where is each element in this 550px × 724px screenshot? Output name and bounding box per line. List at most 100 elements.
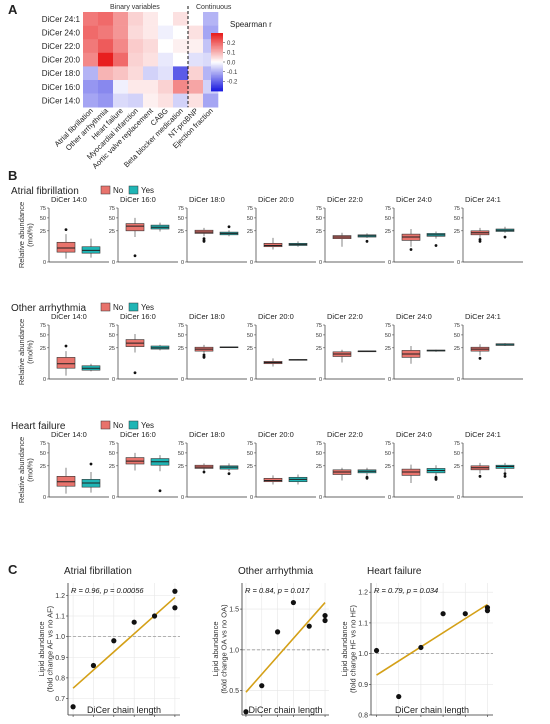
boxplot-y-tick-label: 50 <box>454 451 460 457</box>
scatter-plot-area <box>371 583 493 715</box>
boxplot-panel-title: DiCer 22:0 <box>327 430 363 439</box>
boxplot-y-tick-label: 75 <box>454 206 460 212</box>
boxplot-y-axis-label-line: Relative abundance <box>17 437 26 503</box>
boxplot-outlier-yes <box>365 239 369 243</box>
heatmap-legend-swatch <box>211 83 223 86</box>
heatmap-legend-swatch <box>211 59 223 61</box>
scatter-point <box>274 629 281 635</box>
boxplot-y-axis-label-line: (mol%) <box>26 458 35 482</box>
scatter-y-tick-label: 1.2 <box>55 593 65 600</box>
boxplot-outlier-yes <box>89 462 93 466</box>
heatmap-legend-swatch <box>211 40 223 43</box>
boxplot-y-tick-label: 25 <box>385 464 391 470</box>
boxplot-y-tick-label: 25 <box>316 346 322 352</box>
heatmap-cell <box>83 52 99 67</box>
boxplot-y-tick-label: 50 <box>454 216 460 222</box>
heatmap-cell <box>158 12 174 26</box>
heatmap-cell <box>113 66 129 81</box>
scatter-point <box>90 662 97 669</box>
heatmap-legend-swatch <box>211 63 223 66</box>
heatmap-row-label: DiCer 20:0 <box>42 56 81 65</box>
legend-label-no: No <box>113 303 124 312</box>
boxplot-y-tick-label: 0 <box>43 377 46 383</box>
boxplot-panel-title: DiCer 20:0 <box>258 312 294 321</box>
scatter-point <box>172 605 178 611</box>
heatmap-legend-swatch <box>211 43 223 45</box>
heatmap-cell <box>83 93 99 108</box>
boxplot-outlier-no <box>133 254 137 258</box>
boxplot-y-tick-label: 50 <box>316 451 322 457</box>
boxplot-y-tick-label: 75 <box>454 323 460 329</box>
boxplot-outlier-yes <box>434 244 438 247</box>
boxplot-row-title: Atrial fibrillation <box>11 186 79 197</box>
heatmap-cell <box>128 80 144 94</box>
boxplot-y-axis-label-line: (mol%) <box>26 340 35 364</box>
boxplot-y-axis-label: Relative abundance(mol%) <box>17 202 35 268</box>
heatmap-cell <box>173 80 189 94</box>
boxplot-y-tick-label: 75 <box>109 323 115 329</box>
legend-swatch-no <box>100 420 111 430</box>
scatter-title: Atrial fibrillation <box>64 566 132 577</box>
heatmap-legend-swatch <box>211 80 223 83</box>
scatter-y-tick-label: 0.8 <box>55 675 65 682</box>
scatter-y-axis-label: Lipid abundance(fold change AF vs no AF) <box>37 605 55 692</box>
boxplot-y-tick-label: 0 <box>319 260 322 266</box>
scatter-fit-line <box>376 603 488 676</box>
heatmap-cell <box>188 52 204 67</box>
panel-letter-b: B <box>8 168 17 183</box>
boxplot-outlier-no <box>202 356 206 359</box>
scatter-y-axis-label: Lipid abundance(fold change HF vs no HF) <box>340 605 358 693</box>
heatmap-cell <box>128 52 144 67</box>
boxplot-y-tick-label: 0 <box>181 495 184 501</box>
scatter-title: Other arrhythmia <box>238 566 313 577</box>
boxplot-box-no <box>56 357 76 369</box>
boxplot-outlier-yes <box>434 477 438 481</box>
scatter-x-axis-label: DiCer chain length <box>248 705 322 715</box>
heatmap-cell <box>188 66 204 81</box>
boxplot-y-tick-label: 25 <box>316 464 322 470</box>
scatter-y-tick-label: 1.1 <box>358 620 368 627</box>
heatmap-legend-swatch <box>211 54 223 57</box>
boxplot-y-tick-label: 25 <box>40 346 46 352</box>
boxplot-y-tick-label: 75 <box>247 323 253 329</box>
scatter-point <box>373 647 380 654</box>
scatter-stat-label: R = 0.84, p = 0.017 <box>245 586 310 595</box>
boxplot-panel-title: DiCer 14:0 <box>51 430 87 439</box>
heatmap-cell <box>113 80 129 94</box>
boxplot-row-title: Other arrhythmia <box>11 303 86 314</box>
boxplot-y-tick-label: 0 <box>457 495 460 501</box>
boxplot-y-tick-label: 75 <box>40 441 46 447</box>
boxplot-y-tick-label: 0 <box>388 260 391 266</box>
heatmap-legend-swatch <box>211 51 223 54</box>
boxplot-y-tick-label: 50 <box>247 451 253 457</box>
heatmap-cell <box>113 12 129 26</box>
boxplot-outlier-yes <box>158 489 162 493</box>
boxplot-y-tick-label: 50 <box>40 216 46 222</box>
heatmap-cell <box>83 66 99 81</box>
heatmap-cell <box>173 25 189 40</box>
boxplot-y-tick-label: 0 <box>43 495 46 501</box>
boxplot-panel-title: DiCer 16:0 <box>120 195 156 204</box>
legend-label-yes: Yes <box>141 186 154 195</box>
heatmap-legend-swatch <box>211 85 223 88</box>
heatmap-cell <box>203 93 219 108</box>
heatmap-legend-swatch <box>211 73 223 76</box>
boxplot-y-tick-label: 25 <box>247 229 253 235</box>
boxplot-y-tick-label: 0 <box>181 260 184 266</box>
scatter-point <box>322 612 328 619</box>
legend-swatch-yes <box>128 302 139 312</box>
boxplot-outlier-no <box>64 228 68 232</box>
scatter-y-tick-label: 0.7 <box>55 696 65 703</box>
boxplot-y-tick-label: 75 <box>385 323 391 329</box>
scatter-y-tick-label: 1.2 <box>358 590 368 597</box>
boxplot-y-tick-label: 50 <box>316 216 322 222</box>
heatmap-cell <box>98 52 114 67</box>
scatter-x-axis-label: DiCer chain length <box>395 705 469 715</box>
boxplot-y-tick-label: 75 <box>316 441 322 447</box>
boxplot-panel-title: DiCer 18:0 <box>189 195 225 204</box>
heatmap-legend-swatch <box>211 62 223 64</box>
boxplot-y-tick-label: 50 <box>109 451 115 457</box>
scatter-y-axis-label-line: Lipid abundance <box>211 621 220 676</box>
heatmap-legend-tick-label: 0.0 <box>227 60 236 66</box>
boxplot-y-tick-label: 75 <box>40 206 46 212</box>
